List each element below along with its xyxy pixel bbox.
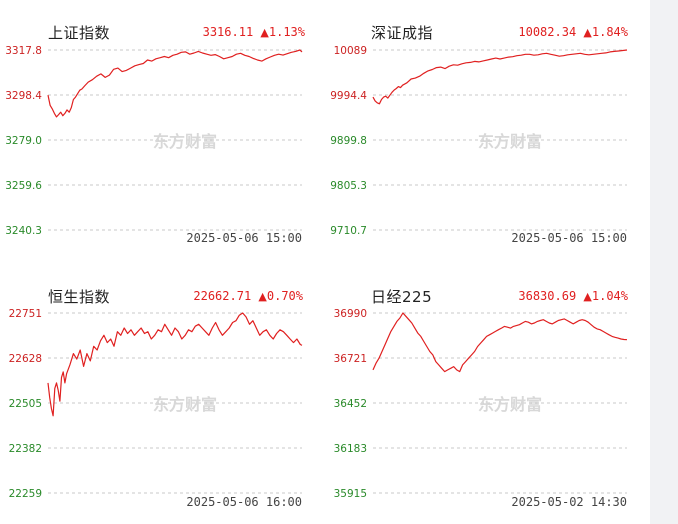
watermark-logo: 东方财富 [153,132,217,151]
index-change: 1.04% [591,289,628,303]
index-name: 日经225 [371,288,433,306]
y-tick-label: 22628 [9,353,42,365]
y-tick-label: 36990 [334,308,367,320]
y-tick-label: 9805.3 [330,180,367,192]
chart-svg: 22751 22628 22505 22382 22259 东方财富 2025-05-06 … [9,308,303,509]
up-arrow-icon: ▲ [583,290,592,303]
index-chart[interactable]: 上证指数 3316.11 ▲1.13% 3317.8 3298.4 3279.0 32… [0,0,325,262]
series-line [372,312,628,373]
watermark-logo: 东方财富 [478,132,542,151]
up-arrow-icon: ▲ [583,26,592,39]
y-tick-label: 10089 [334,45,367,57]
index-quote: 36830.69 ▲1.04% [518,289,628,303]
index-price: 22662.71 [193,289,252,303]
y-tick-label: 35915 [334,488,367,500]
timestamp-label: 2025-05-06 15:00 [186,231,302,245]
y-tick-label: 3298.4 [5,90,42,102]
chart-svg: 36990 36721 36452 36183 35915 东方财富 2025-05-02 … [334,308,628,509]
series-line [372,49,628,105]
y-tick-label: 9710.7 [330,225,367,237]
y-tick-label: 22259 [9,488,42,500]
index-quote: 3316.11 ▲1.13% [203,25,305,39]
index-chart[interactable]: 日经225 36830.69 ▲1.04% 36990 36721 36452 361… [325,262,650,524]
index-change: 0.70% [266,289,303,303]
timestamp-label: 2025-05-06 15:00 [511,231,627,245]
up-arrow-icon: ▲ [258,290,267,303]
y-tick-label: 3259.6 [5,180,42,192]
series-line [47,49,303,118]
index-price: 10082.34 [518,25,577,39]
y-tick-label: 36183 [334,443,367,455]
index-name: 上证指数 [48,24,111,42]
series-line [47,312,303,417]
index-name: 深证成指 [371,24,434,42]
chart-svg: 10089 9994.4 9899.8 9805.3 9710.7 东方财富 2025-05… [330,45,628,245]
y-tick-label: 22505 [9,398,42,410]
index-price: 3316.11 [202,25,254,39]
index-quote: 10082.34 ▲1.84% [518,25,628,39]
timestamp-label: 2025-05-06 16:00 [186,495,302,509]
index-name: 恒生指数 [48,288,111,306]
y-tick-label: 9994.4 [330,90,367,102]
market-indices-panel: 上证指数 3316.11 ▲1.13% 3317.8 3298.4 3279.0 32… [0,0,650,524]
index-quote: 22662.71 ▲0.70% [193,289,303,303]
y-tick-label: 3279.0 [5,135,42,147]
y-tick-label: 9899.8 [330,135,367,147]
index-chart[interactable]: 恒生指数 22662.71 ▲0.70% 22751 22628 22505 2238… [0,262,325,524]
timestamp-label: 2025-05-02 14:30 [511,495,627,509]
y-tick-label: 3240.3 [5,225,42,237]
y-tick-label: 22751 [9,308,42,320]
y-tick-label: 3317.8 [5,45,42,57]
y-tick-label: 22382 [9,443,42,455]
right-margin [650,0,678,524]
index-change: 1.84% [591,25,628,39]
watermark-logo: 东方财富 [153,395,217,414]
index-change: 1.13% [268,25,305,39]
index-chart[interactable]: 深证成指 10082.34 ▲1.84% 10089 9994.4 9899.8 98… [325,0,650,262]
y-tick-label: 36452 [334,398,367,410]
up-arrow-icon: ▲ [260,26,269,39]
y-tick-label: 36721 [334,353,367,365]
watermark-logo: 东方财富 [478,395,542,414]
index-price: 36830.69 [518,289,577,303]
chart-svg: 3317.8 3298.4 3279.0 3259.6 3240.3 东方财富 2025-0… [5,45,303,245]
